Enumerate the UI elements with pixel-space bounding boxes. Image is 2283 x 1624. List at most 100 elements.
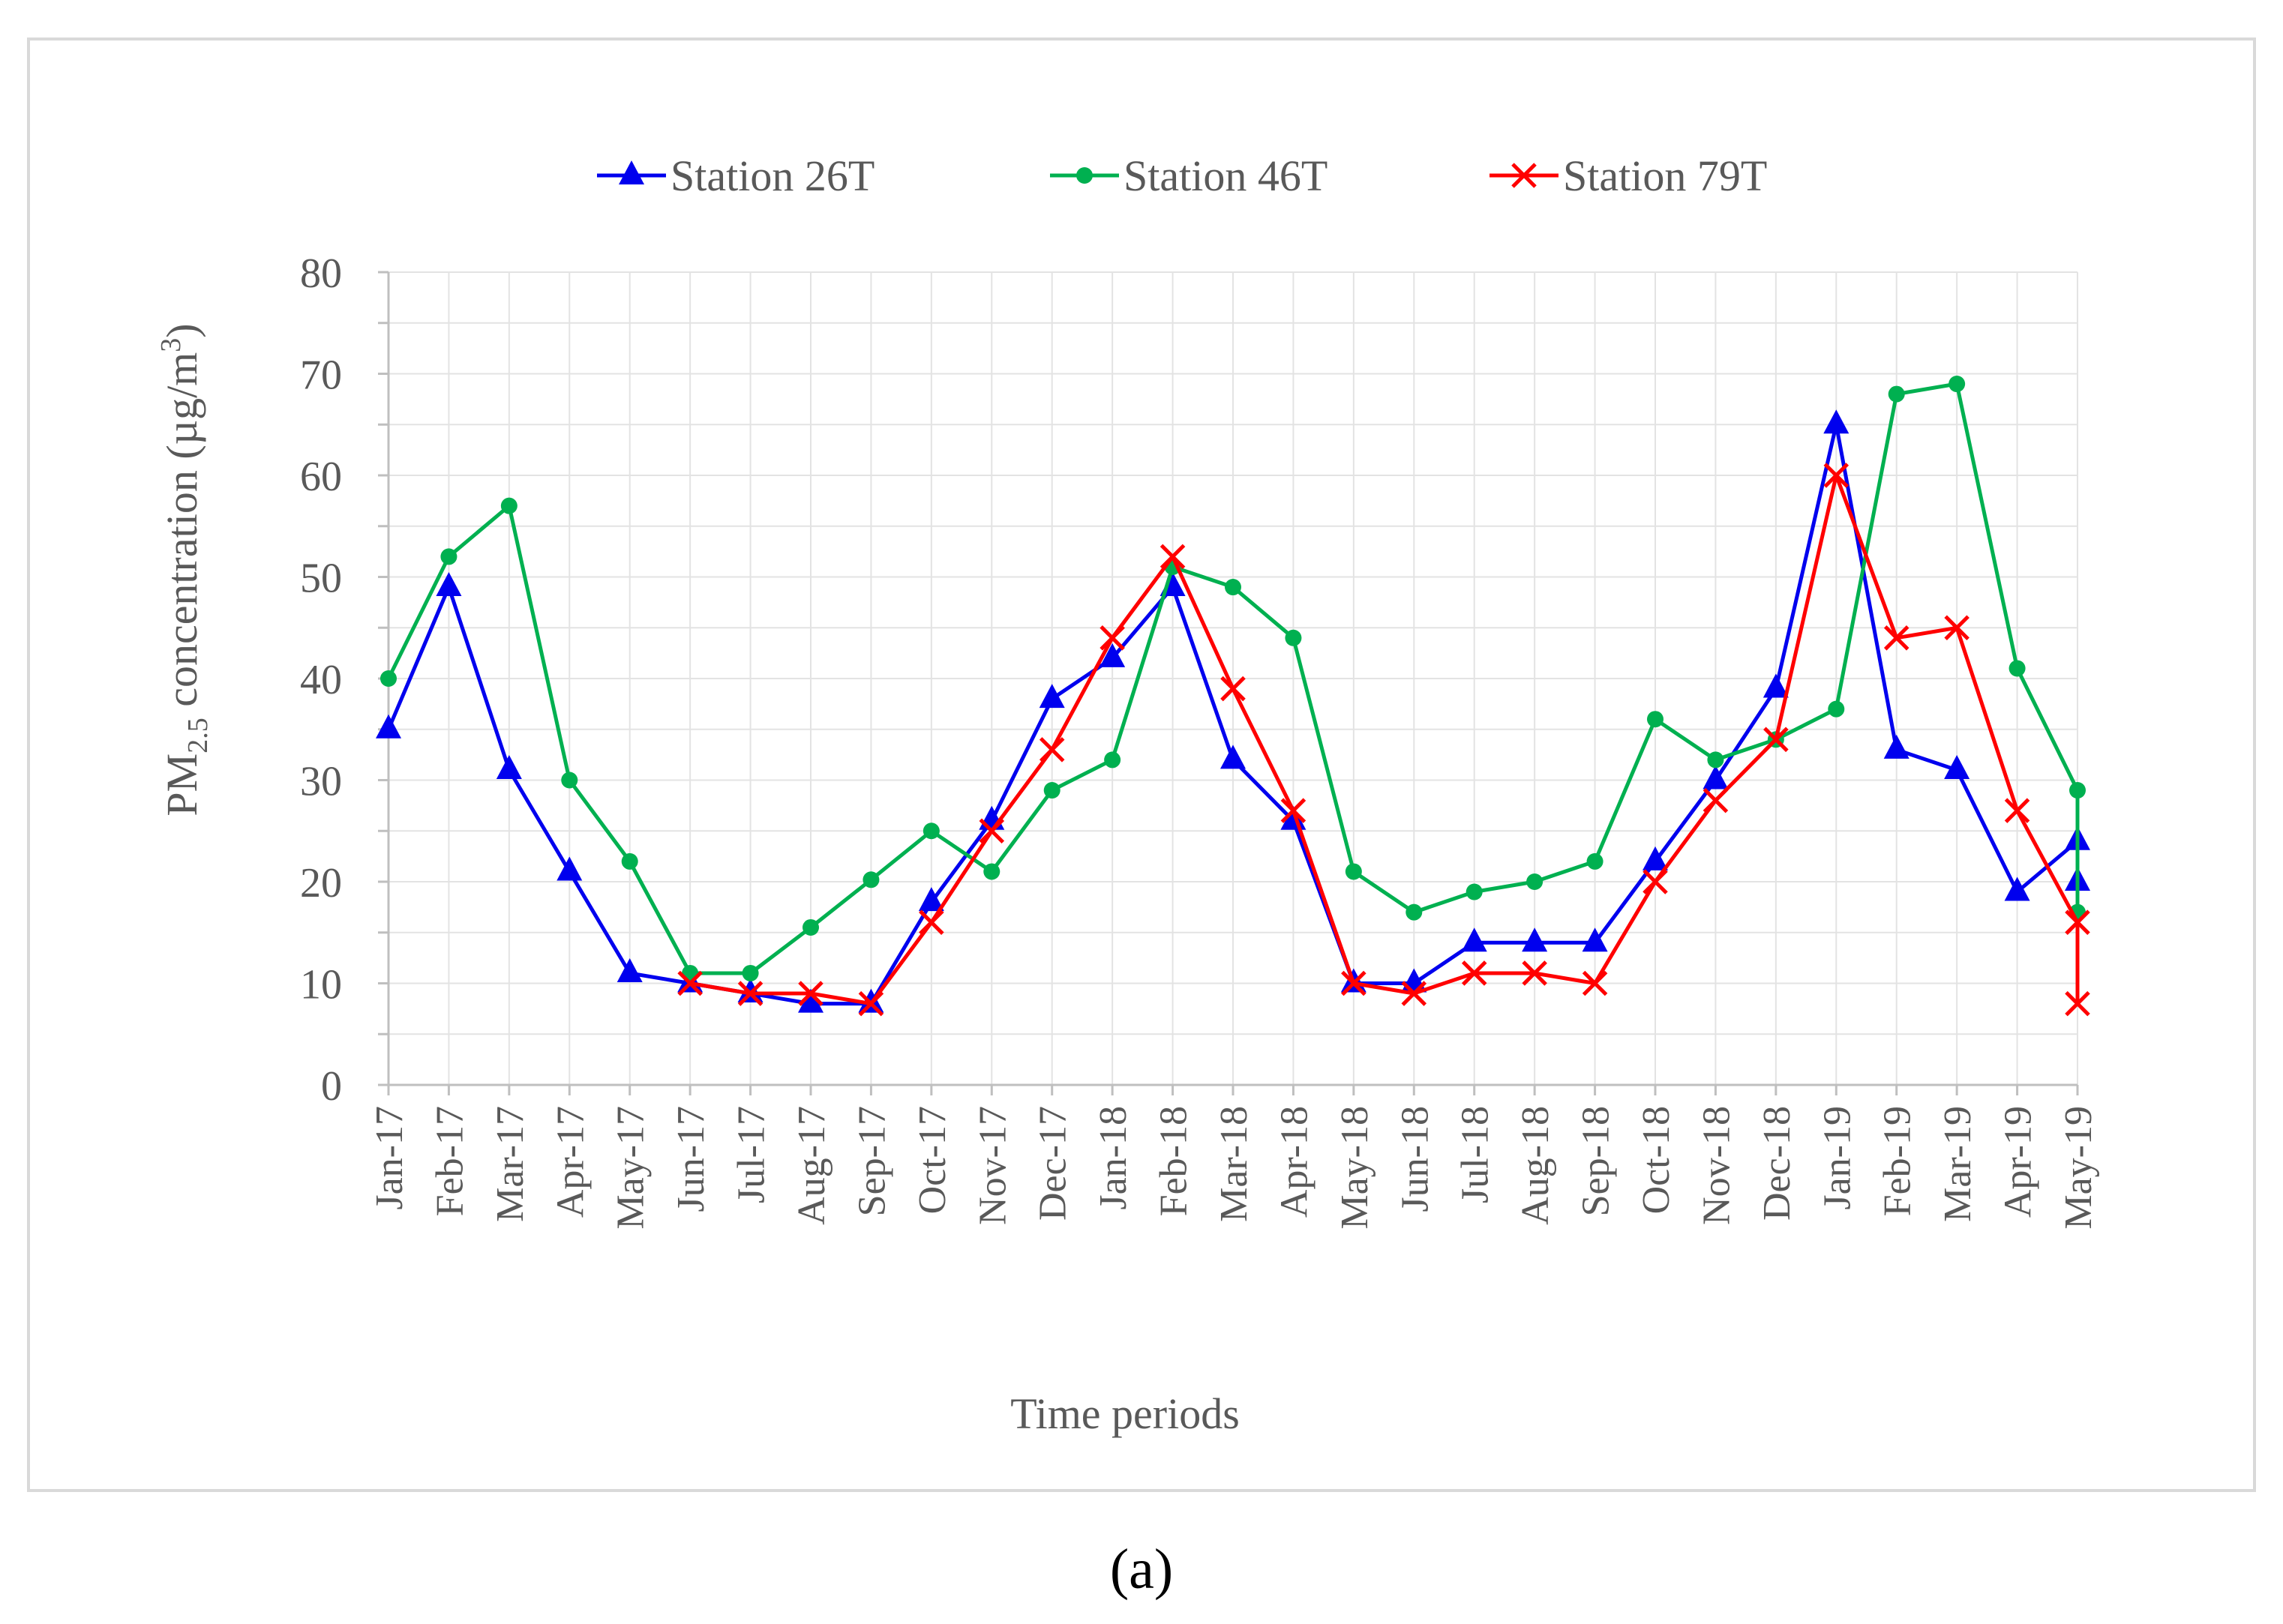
- data-point: [1100, 625, 1125, 651]
- data-point: [677, 970, 703, 996]
- data-point: [1823, 409, 1850, 434]
- data-point: [1461, 960, 1487, 986]
- data-point: [742, 964, 759, 981]
- x-tick-label: Oct-17: [911, 1106, 954, 1214]
- y-tick-label: 60: [300, 454, 342, 500]
- data-point: [979, 818, 1005, 844]
- data-point: [802, 918, 819, 936]
- y-axis-title-main: PM: [158, 754, 206, 816]
- x-tick-label: Jan-19: [1816, 1106, 1858, 1210]
- x-tick-label: Nov-18: [1695, 1106, 1738, 1225]
- y-tick-label: 10: [300, 962, 342, 1008]
- x-axis-title: Time periods: [1010, 1389, 1240, 1438]
- x-tick-label: Aug-17: [790, 1106, 833, 1225]
- data-point: [1511, 163, 1537, 188]
- y-tick-label: 20: [300, 860, 342, 906]
- data-point: [2004, 798, 2030, 823]
- data-point: [1944, 754, 1970, 779]
- data-point: [1285, 629, 1302, 646]
- series-line: [386, 422, 2080, 1006]
- x-tick-label: May-19: [2057, 1106, 2100, 1230]
- x-tick-label: May-18: [1334, 1106, 1376, 1230]
- x-tick-label: Jul-18: [1454, 1106, 1497, 1203]
- data-point: [2008, 660, 2026, 677]
- data-point: [1076, 167, 1093, 184]
- x-tick-label: Feb-19: [1876, 1106, 1919, 1216]
- data-point: [1522, 927, 1548, 952]
- data-point: [2004, 876, 2030, 901]
- x-tick-label: Apr-18: [1273, 1106, 1316, 1218]
- data-point: [436, 572, 462, 597]
- x-tick-label: Jul-17: [730, 1106, 773, 1203]
- x-tick-label: Nov-17: [971, 1106, 1014, 1225]
- y-axis-title-subscript: 2.5: [182, 718, 214, 754]
- data-point: [1522, 960, 1547, 986]
- data-point: [1043, 782, 1060, 799]
- x-tick-label: Aug-18: [1514, 1106, 1557, 1225]
- series-station-79t: [677, 463, 2090, 1017]
- legend: Station 26T Station 46T Station 79T: [597, 151, 1767, 200]
- x-tick-label: Dec-18: [1756, 1106, 1798, 1221]
- data-point: [737, 978, 764, 1003]
- data-point: [1828, 700, 1845, 718]
- data-point: [2065, 909, 2090, 935]
- data-point: [500, 497, 518, 514]
- data-point: [1702, 765, 1729, 790]
- legend-item: Station 26T: [597, 151, 874, 200]
- y-tick-label: 0: [321, 1063, 342, 1110]
- series-layer: [376, 376, 2090, 1017]
- legend-item: Station 46T: [1050, 151, 1328, 200]
- data-point: [616, 957, 643, 982]
- data-point: [1823, 463, 1850, 488]
- data-point: [1647, 711, 1664, 728]
- series-station-46t: [380, 376, 2086, 981]
- x-tick-label: Jun-18: [1394, 1106, 1436, 1212]
- data-point: [1341, 970, 1366, 996]
- data-point: [1948, 376, 1966, 393]
- x-tick-label: Jan-18: [1092, 1106, 1135, 1210]
- data-point: [1582, 927, 1608, 952]
- legend-label: Station 79T: [1563, 151, 1767, 200]
- data-point: [440, 548, 458, 565]
- data-point: [2069, 782, 2086, 799]
- x-tick-label: Apr-19: [1997, 1106, 2040, 1218]
- data-point: [1039, 737, 1065, 763]
- x-tick-label: Mar-18: [1213, 1106, 1256, 1222]
- data-point: [1883, 625, 1910, 651]
- data-point: [376, 714, 401, 739]
- data-point: [1461, 927, 1487, 952]
- data-point: [1225, 579, 1241, 596]
- data-point: [1526, 873, 1544, 890]
- y-tick-label: 50: [300, 556, 342, 602]
- data-point: [1406, 903, 1423, 921]
- data-point: [1707, 751, 1724, 769]
- axes: 0 10 20 30 40 50 60 70 80 Jan-17 Feb-17 Mar-17 Apr-1…: [300, 250, 2100, 1230]
- chart-frame: [27, 37, 2256, 1492]
- data-point: [1642, 869, 1668, 894]
- x-tick-label: Mar-17: [489, 1106, 532, 1222]
- y-tick-label: 30: [300, 759, 342, 805]
- data-point: [1220, 745, 1246, 769]
- data-point: [380, 670, 397, 687]
- data-point: [1944, 615, 1970, 641]
- data-point: [1586, 852, 1604, 870]
- x-tick-label: Apr-17: [549, 1106, 592, 1218]
- data-point: [918, 887, 944, 912]
- x-tick-label: Feb-18: [1153, 1106, 1196, 1216]
- data-point: [1220, 676, 1246, 702]
- x-tick-label: Sep-17: [850, 1106, 893, 1216]
- data-point: [621, 852, 638, 870]
- data-point: [983, 863, 1000, 880]
- data-point: [556, 856, 583, 881]
- x-tick-label: Dec-17: [1032, 1106, 1075, 1221]
- x-tick-label: May-17: [610, 1106, 652, 1230]
- y-axis-title: PM2.5 concentration (µg/m3): [155, 323, 214, 816]
- series-line: [386, 382, 2080, 975]
- legend-label: Station 26T: [670, 151, 874, 200]
- data-point: [858, 990, 884, 1017]
- data-point: [1039, 684, 1065, 709]
- data-point: [1104, 751, 1121, 769]
- data-point: [2065, 990, 2090, 1017]
- data-point: [1466, 883, 1483, 900]
- data-point: [922, 822, 940, 840]
